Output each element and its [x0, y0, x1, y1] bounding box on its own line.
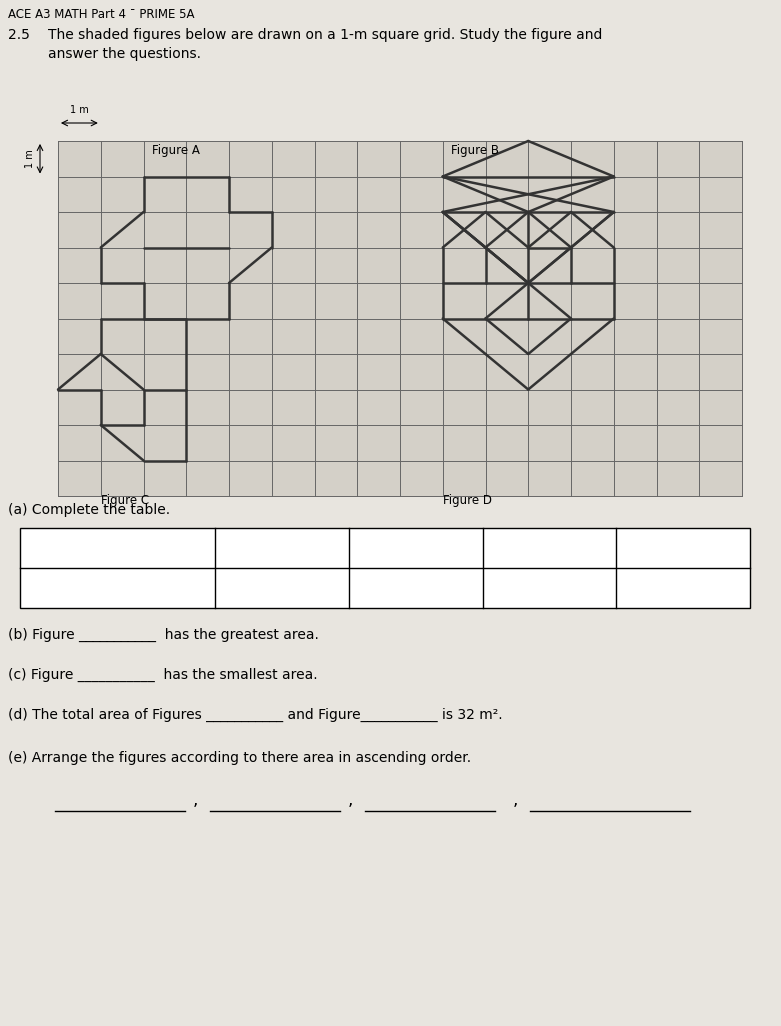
Text: (b) Figure ___________  has the greatest area.: (b) Figure ___________ has the greatest …	[8, 628, 319, 642]
Text: 1 m: 1 m	[25, 150, 35, 168]
Text: C: C	[544, 541, 555, 555]
Text: D: D	[678, 541, 689, 555]
Text: A: A	[277, 541, 287, 555]
Text: ,: ,	[192, 791, 198, 808]
Text: (a) Complete the table.: (a) Complete the table.	[8, 503, 170, 517]
Text: B: B	[411, 541, 420, 555]
Text: 2.5: 2.5	[8, 28, 30, 42]
Text: (e) Arrange the figures according to there area in ascending order.: (e) Arrange the figures according to the…	[8, 751, 471, 765]
Text: (c) Figure ___________  has the smallest area.: (c) Figure ___________ has the smallest …	[8, 668, 318, 682]
Bar	[20, 528, 750, 608]
Text: Figure: Figure	[28, 541, 78, 555]
Text: Area (m²): Area (m²)	[28, 581, 102, 595]
Text: (d) The total area of Figures ___________ and Figure___________ is 32 m².: (d) The total area of Figures __________…	[8, 708, 503, 722]
Text: answer the questions.: answer the questions.	[48, 47, 201, 61]
Text: ,: ,	[512, 791, 518, 808]
Text: Figure A: Figure A	[152, 144, 200, 157]
Bar	[58, 141, 742, 496]
Text: Figure B: Figure B	[451, 144, 499, 157]
Text: Figure D: Figure D	[443, 494, 492, 507]
Text: ,: ,	[348, 791, 353, 808]
Text: 1 m: 1 m	[70, 105, 89, 115]
Text: Figure C: Figure C	[101, 494, 149, 507]
Text: ACE A3 MATH Part 4 ¯ PRIME 5A: ACE A3 MATH Part 4 ¯ PRIME 5A	[8, 8, 194, 21]
Text: The shaded figures below are drawn on a 1-m square grid. Study the figure and: The shaded figures below are drawn on a …	[48, 28, 602, 42]
